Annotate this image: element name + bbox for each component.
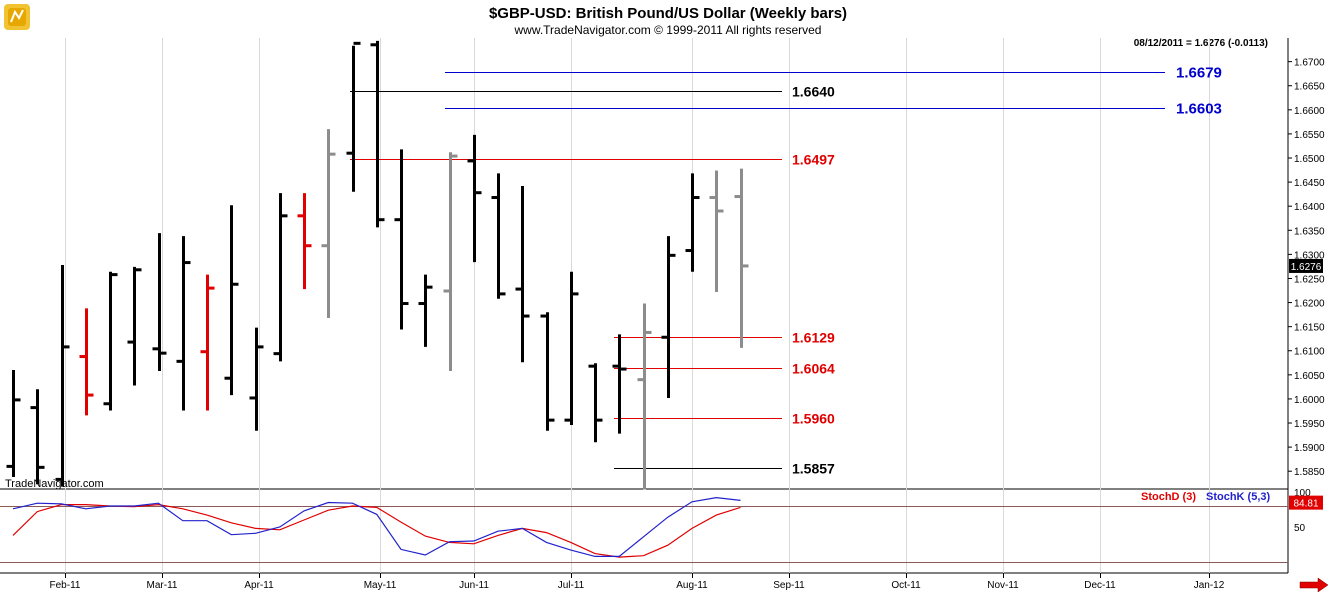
ohlc-bar: [709, 170, 724, 292]
ohlc-bar: [224, 205, 239, 396]
time-tick-label: Apr-11: [244, 580, 274, 591]
time-tick-label: Jun-11: [459, 580, 489, 591]
time-tick-label: Jan-12: [1194, 580, 1225, 591]
stoch-last-tag: [1289, 495, 1323, 510]
level-label: 1.6640: [792, 84, 835, 100]
chart-subtitle: www.TradeNavigator.com © 1999-2011 All r…: [514, 23, 822, 37]
price-tick-label: 1.6500: [1294, 154, 1325, 165]
ohlc-bar: [321, 129, 336, 318]
time-tick-label: Aug-11: [676, 580, 708, 591]
ohlc-bar: [467, 134, 482, 263]
price-tick-label: 1.6450: [1294, 178, 1325, 189]
last-price-tag: [1289, 258, 1323, 273]
ohlc-bar: [515, 185, 530, 363]
scroll-right-arrow-icon[interactable]: [1299, 577, 1329, 593]
chart-title: $GBP-USD: British Pound/US Dollar (Weekl…: [489, 5, 847, 22]
ohlc-bar: [394, 149, 409, 330]
stochk-legend: StochK (5,3): [1206, 491, 1271, 503]
ohlc-bar: [661, 236, 676, 398]
stochastic-panel: 100 50 84.81: [0, 488, 1323, 563]
price-tick-label: 1.6650: [1294, 82, 1325, 93]
time-tick-label: Nov-11: [987, 580, 1019, 591]
ohlc-bar: [176, 236, 191, 411]
ohlc-bar: [734, 168, 749, 348]
last-price-tag-label: 1.6276: [1291, 262, 1322, 273]
ohlc-bar: [685, 173, 700, 272]
level-label: 1.6129: [792, 330, 835, 346]
ohlc-bar: [273, 193, 288, 362]
ohlc-bar: [6, 370, 21, 477]
ohlc-bar: [612, 334, 627, 434]
price-tick-label: 1.6150: [1294, 323, 1325, 334]
time-tick-label: May-11: [364, 580, 397, 591]
price-tick-label: 1.5900: [1294, 443, 1325, 454]
stochd-legend: StochD (3): [1141, 491, 1196, 503]
ohlc-bar: [370, 40, 385, 228]
stoch-last-tag-label: 84.81: [1293, 499, 1318, 510]
level-label: 1.6603: [1176, 101, 1222, 118]
ohlc-bar: [127, 266, 142, 386]
price-tick-label: 1.6250: [1294, 274, 1325, 285]
watermark-text: TradeNavigator.com: [5, 478, 104, 490]
time-tick-label: Feb-11: [50, 580, 81, 591]
price-tick-label: 1.6350: [1294, 226, 1325, 237]
price-axis: 1.6700 1.6650 1.6600 1.6550 1.6500 1.6450 1.64…: [1288, 58, 1325, 478]
time-tick-label: Sep-11: [773, 580, 805, 591]
price-tick-label: 1.6300: [1294, 250, 1325, 261]
price-tick-label: 1.6400: [1294, 202, 1325, 213]
price-tick-label: 1.6550: [1294, 130, 1325, 141]
last-bar-info: 08/12/2011 = 1.6276 (-0.0113): [1134, 38, 1268, 49]
ohlc-bar: [346, 41, 361, 192]
level-label: 1.6064: [792, 361, 835, 377]
ohlc-bar: [540, 312, 555, 431]
grid-layer: [65, 38, 1210, 573]
ohlc-bar: [443, 152, 458, 371]
time-tick-label: Dec-11: [1084, 580, 1116, 591]
level-label: 1.5857: [792, 461, 835, 477]
level-label: 1.6497: [792, 152, 835, 168]
stoch-line: [12, 503, 741, 558]
price-tick-label: 1.5950: [1294, 419, 1325, 430]
ohlc-bar: [418, 274, 433, 347]
ohlc-bar: [103, 271, 118, 411]
time-tick-label: Oct-11: [891, 580, 921, 591]
level-label: 1.5960: [792, 411, 835, 427]
price-tick-label: 1.6600: [1294, 106, 1325, 117]
ohlc-bar: [79, 308, 94, 416]
time-axis: Feb-11 Mar-11 Apr-11 May-11 Jun-11 Jul-11 Aug-…: [50, 573, 1225, 591]
stoch-line: [12, 496, 741, 558]
time-tick-label: Mar-11: [147, 580, 178, 591]
price-tick-label: 1.6100: [1294, 347, 1325, 358]
ohlc-bar: [297, 193, 312, 290]
ohlc-bar: [588, 363, 603, 443]
level-label: 1.6679: [1176, 65, 1222, 82]
price-tick-label: 1.6000: [1294, 395, 1325, 406]
trade-navigator-logo-icon: [4, 4, 30, 30]
price-tick-label: 1.5850: [1294, 467, 1325, 478]
time-tick-label: Jul-11: [558, 580, 585, 591]
level-layer: 1.6679 1.6640 1.6603 1.6497 1.6129 1.6064 1.59…: [350, 65, 1222, 477]
ohlc-bars: [6, 40, 749, 490]
ohlc-bar: [564, 271, 579, 425]
price-tick-label: 1.6700: [1294, 58, 1325, 69]
stoch-tick-label: 100: [1294, 488, 1311, 499]
price-tick-label: 1.6200: [1294, 299, 1325, 310]
stoch-tick-label: 50: [1294, 523, 1306, 534]
ohlc-bar: [152, 233, 167, 371]
ohlc-bar: [55, 264, 70, 487]
price-tick-label: 1.6050: [1294, 371, 1325, 382]
ohlc-bar: [491, 173, 506, 299]
ohlc-bar: [249, 327, 264, 431]
ohlc-bar: [637, 303, 652, 490]
ohlc-bar: [30, 389, 45, 485]
ohlc-bar: [200, 274, 215, 411]
